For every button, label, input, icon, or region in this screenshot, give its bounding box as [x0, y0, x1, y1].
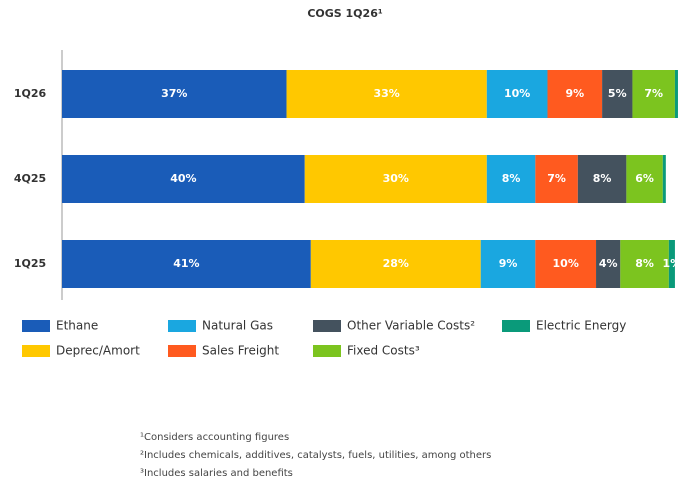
bar-segment: [577, 155, 627, 203]
bar-segment: [62, 155, 305, 203]
data-label: 9%: [499, 257, 518, 270]
legend-swatch: [168, 320, 196, 332]
y-tick-label: 4Q25: [14, 172, 46, 185]
footnote: ³Includes salaries and benefits: [140, 468, 293, 479]
data-label: 8%: [593, 172, 612, 185]
legend-swatch: [502, 320, 530, 332]
legend-label: Other Variable Costs²: [347, 319, 475, 333]
y-tick-label: 1Q26: [14, 87, 47, 100]
legend-label: Fixed Costs³: [347, 344, 420, 358]
bar-segment: [668, 240, 675, 288]
bar-segment: [620, 240, 669, 288]
bar-segment: [310, 240, 481, 288]
bar-segment: [486, 70, 548, 118]
data-label: 9%: [565, 87, 584, 100]
legend-label: Natural Gas: [202, 319, 273, 333]
data-label: 40%: [170, 172, 196, 185]
data-label: 8%: [502, 172, 521, 185]
footnote: ²Includes chemicals, additives, catalyst…: [140, 450, 491, 461]
legend-swatch: [313, 320, 341, 332]
y-tick-label: 1Q25: [14, 257, 46, 270]
bar-segment: [286, 70, 487, 118]
bar-segment: [602, 70, 633, 118]
bar-segment: [62, 240, 311, 288]
data-label: 4%: [599, 257, 618, 270]
data-label: 7%: [644, 87, 663, 100]
bar-segment: [480, 240, 536, 288]
legend-label: Deprec/Amort: [56, 344, 140, 358]
bar-segment: [632, 70, 675, 118]
bar-segment: [486, 155, 536, 203]
data-label: 30%: [383, 172, 409, 185]
footnote: ¹Considers accounting figures: [140, 432, 289, 443]
legend-swatch: [313, 345, 341, 357]
data-label: 10%: [504, 87, 530, 100]
legend-label: Electric Energy: [536, 319, 626, 333]
legend-label: Ethane: [56, 319, 98, 333]
bar-segment: [547, 70, 603, 118]
data-label: 10%: [553, 257, 579, 270]
data-label: 8%: [635, 257, 654, 270]
bar-segment: [535, 155, 578, 203]
chart-title: COGS 1Q26¹: [307, 7, 383, 20]
data-label: 1%: [663, 257, 682, 270]
bar-segment: [62, 70, 287, 118]
data-label: 41%: [173, 257, 199, 270]
legend-swatch: [22, 345, 50, 357]
bar-segment: [304, 155, 487, 203]
data-label: 37%: [161, 87, 187, 100]
data-label: 33%: [373, 87, 399, 100]
data-label: 7%: [547, 172, 566, 185]
data-label: 28%: [383, 257, 409, 270]
legend-label: Sales Freight: [202, 344, 279, 358]
legend-swatch: [168, 345, 196, 357]
bar-segment: [535, 240, 597, 288]
bar-segment: [596, 240, 621, 288]
legend-swatch: [22, 320, 50, 332]
bar-segment: [662, 155, 666, 203]
data-label: 6%: [635, 172, 654, 185]
data-label: 5%: [608, 87, 627, 100]
bar-segment: [674, 70, 678, 118]
bar-segment: [626, 155, 663, 203]
